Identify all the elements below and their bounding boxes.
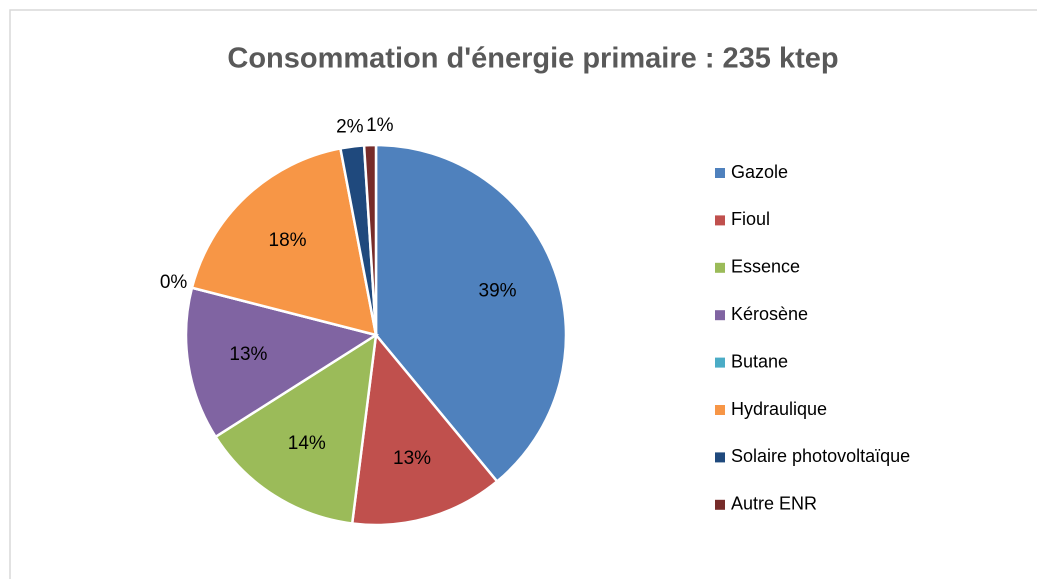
legend-label: Fioul — [731, 209, 770, 229]
legend-swatch — [715, 215, 725, 226]
legend-swatch — [715, 499, 725, 510]
pie-slice — [184, 286, 380, 439]
data-label: 39% — [479, 280, 517, 301]
data-label: 2% — [336, 117, 364, 138]
data-label: 13% — [229, 344, 267, 365]
data-label: 14% — [288, 433, 326, 454]
data-label: 13% — [393, 448, 431, 469]
legend-label: Essence — [731, 257, 800, 277]
legend-label: Hydraulique — [731, 399, 827, 419]
legend-swatch — [715, 310, 725, 321]
chart-title: Consommation d'énergie primaire : 235 kt… — [227, 43, 838, 75]
legend-label: Butane — [731, 351, 788, 371]
legend-label: Solaire photovoltaïque — [731, 446, 910, 466]
pie-slice — [213, 332, 378, 525]
pie-slice — [350, 331, 499, 527]
legend-swatch — [715, 262, 725, 273]
legend-swatch — [715, 452, 725, 463]
data-label: 18% — [269, 230, 307, 251]
pie-slice — [190, 146, 378, 337]
legend-label: Gazole — [731, 162, 788, 182]
legend-label: Kérosène — [731, 304, 808, 324]
legend-label: Autre ENR — [731, 494, 817, 514]
pie-slice — [374, 143, 568, 484]
data-label: 1% — [366, 115, 394, 136]
pie-slice — [362, 143, 378, 336]
legend-swatch — [715, 357, 725, 368]
legend-swatch — [715, 405, 725, 415]
data-label: 0% — [160, 272, 188, 293]
legend-swatch — [715, 168, 725, 178]
